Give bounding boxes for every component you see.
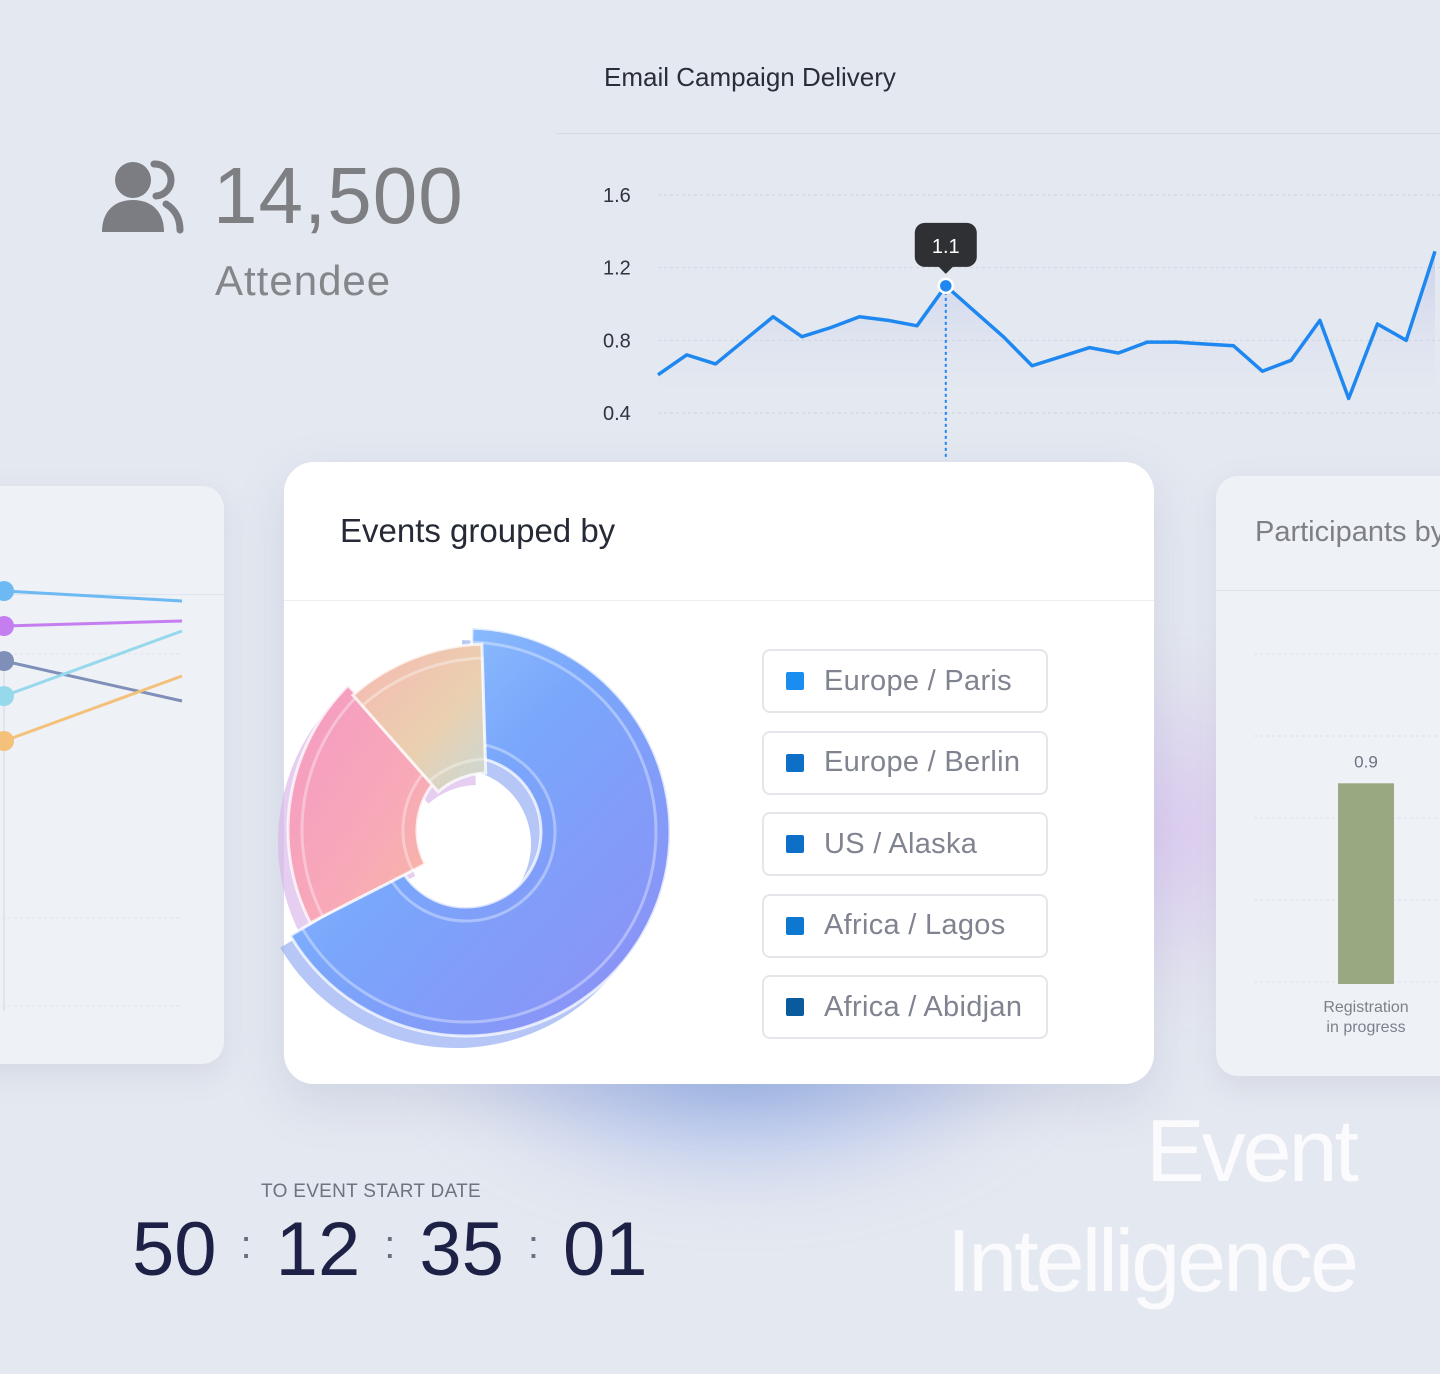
email-chart-divider bbox=[556, 133, 1440, 134]
series-line bbox=[3, 674, 183, 743]
legend-item[interactable]: Europe / Berlin bbox=[762, 730, 1048, 795]
email-chart-title: Email Campaign Delivery bbox=[604, 62, 896, 92]
tooltip-arrow bbox=[937, 265, 954, 274]
participants-title: Participants by bbox=[1255, 516, 1440, 548]
y-tick-label: 0.4 bbox=[603, 403, 631, 425]
legend-label: Europe / Paris bbox=[824, 664, 1012, 697]
legend-swatch bbox=[786, 835, 804, 853]
card-divider bbox=[284, 600, 1154, 601]
series-line bbox=[657, 250, 1437, 401]
countdown-separator: : bbox=[240, 1223, 252, 1267]
participants-card: Participants by 0.9 Registration in progre… bbox=[1216, 476, 1440, 1076]
series-area bbox=[658, 251, 1435, 413]
legend-label: US / Alaska bbox=[824, 827, 978, 860]
series-start-point bbox=[0, 686, 14, 706]
countdown-separator: : bbox=[384, 1223, 396, 1267]
participants-bar-chart: 0.9 Registration in progress bbox=[1254, 653, 1440, 1036]
countdown-timer: 50 : 12 : 35 : 01 bbox=[132, 1206, 648, 1293]
events-donut-chart bbox=[277, 626, 672, 1048]
bar bbox=[1338, 783, 1394, 984]
donut-slice-highlight bbox=[300, 640, 658, 1024]
series-start-point bbox=[0, 581, 14, 601]
bar-category-label: Registration bbox=[1323, 999, 1408, 1016]
tooltip-value: 1.1 bbox=[932, 236, 960, 258]
legend-label: Africa / Lagos bbox=[824, 909, 1006, 941]
users-icon bbox=[102, 160, 184, 234]
donut-slice-highlight bbox=[300, 693, 432, 919]
y-tick-label: 1.6 bbox=[603, 185, 631, 207]
series-line bbox=[3, 659, 183, 703]
donut-slice-highlight bbox=[360, 656, 487, 784]
legend-swatch bbox=[786, 753, 804, 772]
countdown-label: TO EVENT START DATE bbox=[261, 1181, 482, 1202]
legend-swatch bbox=[786, 672, 804, 690]
legend-swatch bbox=[786, 998, 804, 1016]
donut-slice bbox=[288, 626, 672, 1038]
y-tick-label: 0.8 bbox=[603, 330, 631, 352]
legend-label: Africa / Abidjan bbox=[824, 990, 1023, 1023]
email-campaign-chart: 1.6 1.2 0.8 0.4 1.1 bbox=[603, 185, 1440, 460]
series-start-point bbox=[0, 616, 14, 636]
brand-wordmark: Event Intelligence bbox=[946, 1096, 1359, 1316]
attendee-label: Attendee bbox=[215, 257, 392, 304]
legend-item[interactable]: Europe / Paris bbox=[762, 649, 1048, 713]
attendee-count: 14,500 bbox=[213, 151, 464, 240]
series-line bbox=[3, 629, 183, 698]
highlight-point bbox=[937, 277, 955, 295]
bar-category-label: in progress bbox=[1326, 1019, 1405, 1036]
series-line bbox=[3, 589, 183, 603]
series-start-point bbox=[0, 651, 14, 671]
countdown-separator: : bbox=[527, 1223, 540, 1267]
series-start-point bbox=[0, 731, 14, 751]
events-grouped-card: Events grouped by Europe / Paris Europe /… bbox=[277, 462, 1154, 1084]
brand-line-1: Event bbox=[1145, 1101, 1359, 1200]
countdown-hours: 12 bbox=[275, 1207, 361, 1292]
legend-swatch bbox=[786, 916, 804, 935]
legend-item[interactable]: Africa / Abidjan bbox=[762, 975, 1048, 1039]
countdown-days: 50 bbox=[132, 1207, 217, 1292]
card-divider bbox=[0, 594, 224, 595]
donut-slice bbox=[350, 642, 488, 794]
legend-label: Europe / Berlin bbox=[824, 746, 1021, 778]
legend-item[interactable]: Africa / Lagos bbox=[762, 893, 1048, 958]
brand-line-2: Intelligence bbox=[946, 1211, 1359, 1310]
card-divider bbox=[1216, 590, 1440, 591]
legend-item[interactable]: US / Alaska bbox=[762, 812, 1048, 876]
left-line-chart bbox=[0, 581, 183, 1011]
countdown-minutes: 35 bbox=[419, 1207, 504, 1292]
series-line bbox=[3, 619, 183, 628]
tooltip-box bbox=[914, 222, 977, 267]
events-legend: Europe / Paris Europe / Berlin US / Alaska… bbox=[762, 649, 1048, 1057]
y-tick-label: 1.2 bbox=[603, 258, 631, 280]
bar-value-label: 0.9 bbox=[1354, 752, 1378, 771]
events-card-title: Events grouped by bbox=[340, 512, 616, 549]
countdown-seconds: 01 bbox=[563, 1207, 648, 1292]
left-chart-card bbox=[0, 486, 224, 1064]
